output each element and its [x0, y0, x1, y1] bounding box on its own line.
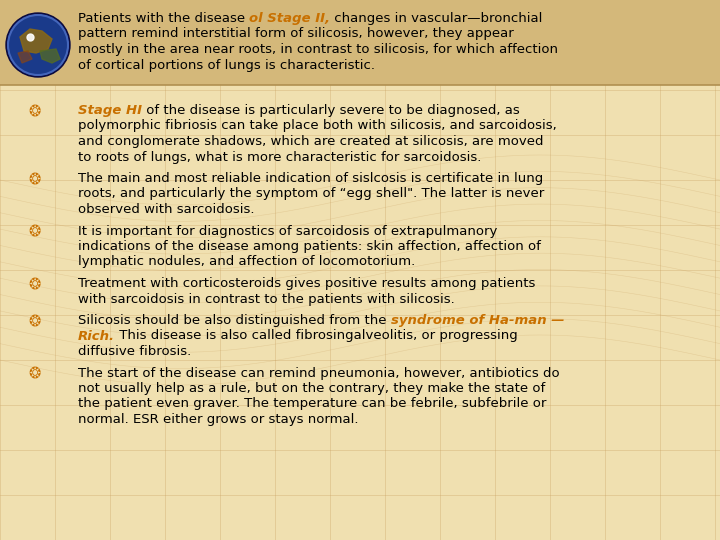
Text: ❂: ❂: [28, 172, 40, 187]
Text: the patient even graver. The temperature can be febrile, subfebrile or: the patient even graver. The temperature…: [78, 397, 546, 410]
Text: indications of the disease among patients: skin affection, affection of: indications of the disease among patient…: [78, 240, 541, 253]
Text: with sarcoidosis in contrast to the patients with silicosis.: with sarcoidosis in contrast to the pati…: [78, 293, 455, 306]
Text: to roots of lungs, what is more characteristic for sarcoidosis.: to roots of lungs, what is more characte…: [78, 151, 482, 164]
Text: roots, and particularly the symptom of “egg shell". The latter is never: roots, and particularly the symptom of “…: [78, 187, 544, 200]
Text: ❂: ❂: [28, 225, 40, 240]
Text: Silicosis should be also distinguished from the: Silicosis should be also distinguished f…: [78, 314, 391, 327]
Text: ❂: ❂: [28, 367, 40, 381]
Bar: [0, 0, 720, 85]
Polygon shape: [40, 49, 60, 63]
Text: Treatment with corticosteroids gives positive results among patients: Treatment with corticosteroids gives pos…: [78, 277, 536, 290]
Text: of the disease is particularly severe to be diagnosed, as: of the disease is particularly severe to…: [142, 104, 520, 117]
Text: The main and most reliable indication of sislcosis is certificate in lung: The main and most reliable indication of…: [78, 172, 544, 185]
Text: of cortical portions of lungs is characteristic.: of cortical portions of lungs is charact…: [78, 58, 375, 71]
Text: and conglomerate shadows, which are created at silicosis, are moved: and conglomerate shadows, which are crea…: [78, 135, 544, 148]
Text: changes in vascular—bronchial: changes in vascular—bronchial: [330, 12, 543, 25]
Circle shape: [8, 15, 68, 75]
Text: ❂: ❂: [28, 314, 40, 329]
Text: This disease is also called fibrosingalveolitis, or progressing: This disease is also called fibrosingalv…: [115, 329, 518, 342]
Text: normal. ESR either grows or stays normal.: normal. ESR either grows or stays normal…: [78, 413, 359, 426]
Text: not usually help as a rule, but on the contrary, they make the state of: not usually help as a rule, but on the c…: [78, 382, 545, 395]
Text: The start of the disease can remind pneumonia, however, antibiotics do: The start of the disease can remind pneu…: [78, 367, 559, 380]
Text: pattern remind interstitial form of silicosis, however, they appear: pattern remind interstitial form of sili…: [78, 28, 514, 40]
Text: It is important for diagnostics of sarcoidosis of extrapulmanory: It is important for diagnostics of sarco…: [78, 225, 498, 238]
Text: ❂: ❂: [28, 104, 40, 119]
Text: Stage HI: Stage HI: [78, 104, 142, 117]
Text: observed with sarcoidosis.: observed with sarcoidosis.: [78, 203, 254, 216]
Circle shape: [6, 13, 70, 77]
Text: ol Stage II,: ol Stage II,: [249, 12, 330, 25]
Text: Rich.: Rich.: [78, 329, 115, 342]
Polygon shape: [18, 51, 32, 63]
Polygon shape: [20, 29, 52, 53]
Text: ❂: ❂: [28, 277, 40, 292]
Text: lymphatic nodules, and affection of locomotorium.: lymphatic nodules, and affection of loco…: [78, 255, 415, 268]
Text: mostly in the area near roots, in contrast to silicosis, for which affection: mostly in the area near roots, in contra…: [78, 43, 558, 56]
Text: polymorphic fibriosis can take place both with silicosis, and sarcoidosis,: polymorphic fibriosis can take place bot…: [78, 119, 557, 132]
Text: Patients with the disease: Patients with the disease: [78, 12, 249, 25]
Text: syndrome of Ha-man —: syndrome of Ha-man —: [391, 314, 564, 327]
Text: diffusive fibrosis.: diffusive fibrosis.: [78, 345, 192, 358]
